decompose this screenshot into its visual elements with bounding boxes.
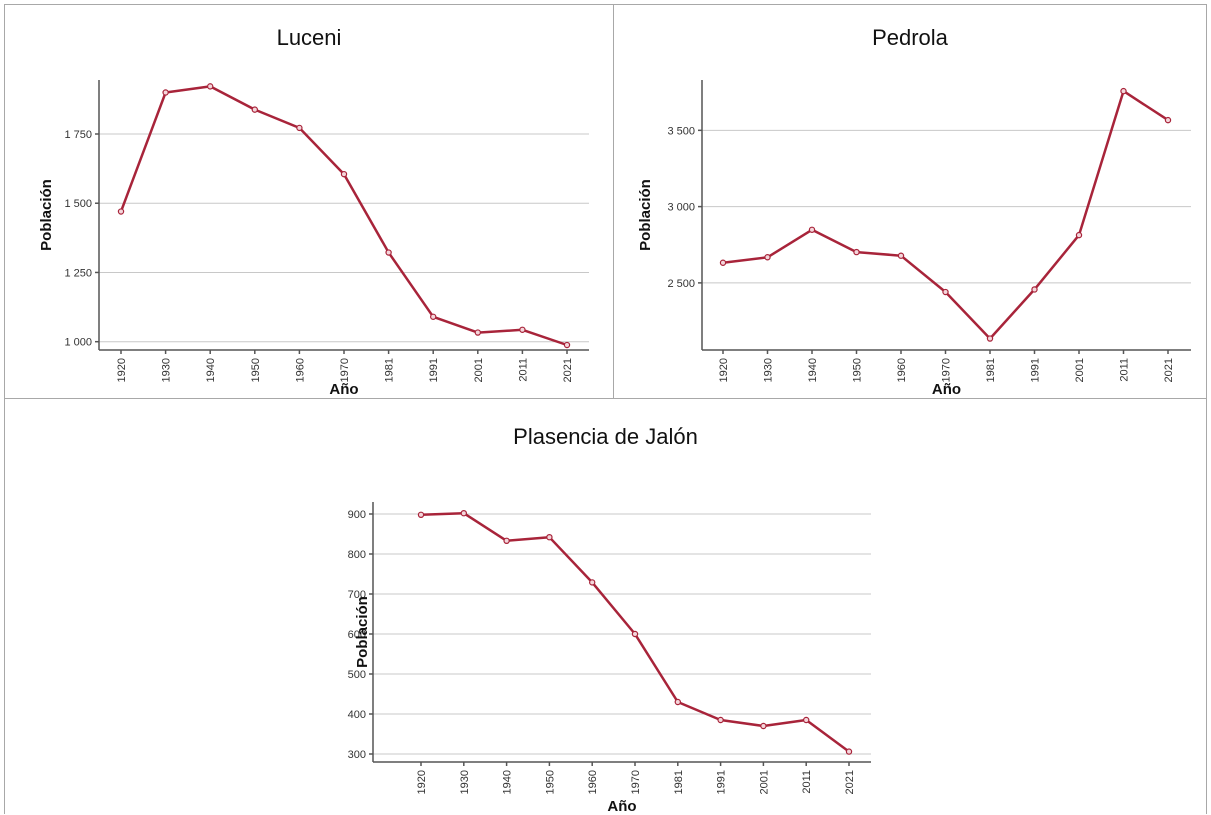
- data-point: [251, 106, 258, 113]
- data-point: [897, 252, 905, 259]
- data-point: [853, 248, 860, 256]
- y-axis-title: Población: [354, 596, 371, 668]
- data-point: [808, 226, 816, 233]
- data-point: [563, 341, 571, 349]
- y-tick-label: 3 500: [667, 125, 695, 137]
- x-tick-label: 1960: [294, 358, 306, 382]
- data-point: [674, 698, 682, 706]
- data-point: [546, 533, 553, 541]
- data-point: [803, 716, 810, 724]
- x-tick-label: 1940: [502, 770, 514, 794]
- x-tick-label: 1960: [896, 358, 908, 382]
- x-tick-label: 1930: [763, 358, 775, 382]
- data-point: [631, 630, 639, 638]
- line-chart-plasencia-de-jalon: 300 400 500 600 700 800 900 1920 1930 1940 1950 196…: [348, 502, 871, 815]
- data-point: [503, 537, 510, 544]
- data-point: [717, 716, 724, 724]
- x-tick-label: 1950: [544, 770, 556, 794]
- x-tick-label: 1930: [459, 770, 471, 794]
- chart-panel-luceni: Luceni 1 000 1 250 1 500 1 750 1920 1930 1940 1…: [4, 4, 614, 398]
- data-point: [764, 254, 771, 261]
- y-tick-label: 300: [348, 749, 366, 761]
- x-axis-title: Año: [607, 798, 636, 815]
- x-tick-label: 1991: [716, 770, 728, 794]
- y-tick-label: 700: [348, 589, 366, 601]
- x-tick-label: 1950: [250, 358, 262, 382]
- x-tick-label: 1920: [416, 770, 428, 794]
- chart-title: Pedrola: [872, 25, 948, 50]
- data-point: [417, 511, 425, 519]
- chart-title: Plasencia de Jalón: [513, 424, 698, 449]
- x-axis-title: Año: [329, 381, 358, 398]
- x-tick-label: 1970: [339, 358, 351, 382]
- data-point: [296, 124, 303, 132]
- chart-panel-plasencia-de-jalon: Plasencia de Jalón 300 400 500 600 700 800 900…: [4, 398, 1207, 815]
- y-axis-title: Población: [38, 179, 55, 251]
- y-tick-label: 400: [348, 709, 366, 721]
- chart-panel-pedrola: Pedrola 2 500 3 000 3 500 1920 1930 1940 1950 1…: [614, 4, 1207, 398]
- data-point: [589, 579, 596, 586]
- data-point: [206, 83, 214, 90]
- x-axis-title: Año: [932, 381, 961, 398]
- x-tick-label: 1981: [673, 770, 685, 794]
- y-tick-label: 2 500: [667, 278, 695, 290]
- series-line: [722, 89, 1169, 340]
- y-tick-label: 3 000: [667, 202, 695, 214]
- x-tick-label: 1970: [941, 358, 953, 382]
- data-point: [845, 748, 853, 755]
- data-point: [1075, 231, 1083, 239]
- x-tick-label: 1930: [161, 358, 173, 382]
- x-tick-label: 1920: [718, 358, 730, 382]
- x-tick-label: 1981: [985, 358, 997, 382]
- data-point: [385, 249, 392, 256]
- x-tick-label: 2001: [473, 358, 485, 382]
- data-point: [719, 259, 727, 266]
- data-point: [430, 313, 437, 320]
- y-tick-label: 600: [348, 629, 366, 641]
- x-tick-label: 2021: [844, 770, 856, 794]
- data-point: [474, 329, 481, 336]
- x-tick-label: 2021: [1163, 358, 1175, 382]
- x-tick-label: 2011: [801, 770, 813, 794]
- x-tick-label: 2001: [1074, 358, 1086, 382]
- data-point: [460, 509, 467, 517]
- x-tick-label: 1960: [587, 770, 599, 794]
- y-tick-label: 1 500: [64, 198, 92, 210]
- y-tick-label: 1 750: [64, 129, 92, 141]
- data-point: [1031, 286, 1038, 293]
- data-point: [117, 208, 125, 215]
- x-tick-label: 2021: [562, 358, 574, 382]
- data-point: [986, 335, 994, 342]
- x-tick-label: 1991: [428, 358, 440, 382]
- x-tick-label: 1970: [630, 770, 642, 794]
- y-tick-label: 500: [348, 669, 366, 681]
- x-tick-label: 1991: [1030, 358, 1042, 382]
- x-tick-label: 1981: [384, 358, 396, 382]
- line-chart-luceni: 1 000 1 250 1 500 1 750 1920 1930 1940 1950 1960…: [38, 80, 589, 398]
- x-tick-label: 1940: [807, 358, 819, 382]
- x-tick-label: 1950: [852, 358, 864, 382]
- y-tick-label: 900: [348, 509, 366, 521]
- y-tick-label: 800: [348, 549, 366, 561]
- line-chart-pedrola: 2 500 3 000 3 500 1920 1930 1940 1950 1960 1970 1…: [637, 80, 1191, 398]
- x-tick-label: 1940: [205, 358, 217, 382]
- x-tick-label: 2001: [758, 770, 770, 794]
- y-tick-label: 1 250: [64, 267, 92, 279]
- data-point: [1164, 116, 1172, 124]
- y-axis-title: Población: [637, 179, 654, 251]
- data-point: [340, 170, 348, 178]
- data-point: [942, 288, 949, 296]
- data-point: [1120, 87, 1127, 95]
- data-point: [162, 89, 169, 96]
- series-line: [119, 85, 568, 347]
- y-tick-label: 1 000: [64, 337, 92, 349]
- data-point: [760, 722, 767, 730]
- chart-title: Luceni: [276, 25, 342, 50]
- x-tick-label: 2011: [517, 358, 529, 382]
- data-point: [519, 326, 526, 333]
- x-tick-label: 1920: [116, 358, 128, 382]
- x-tick-label: 2011: [1119, 358, 1131, 382]
